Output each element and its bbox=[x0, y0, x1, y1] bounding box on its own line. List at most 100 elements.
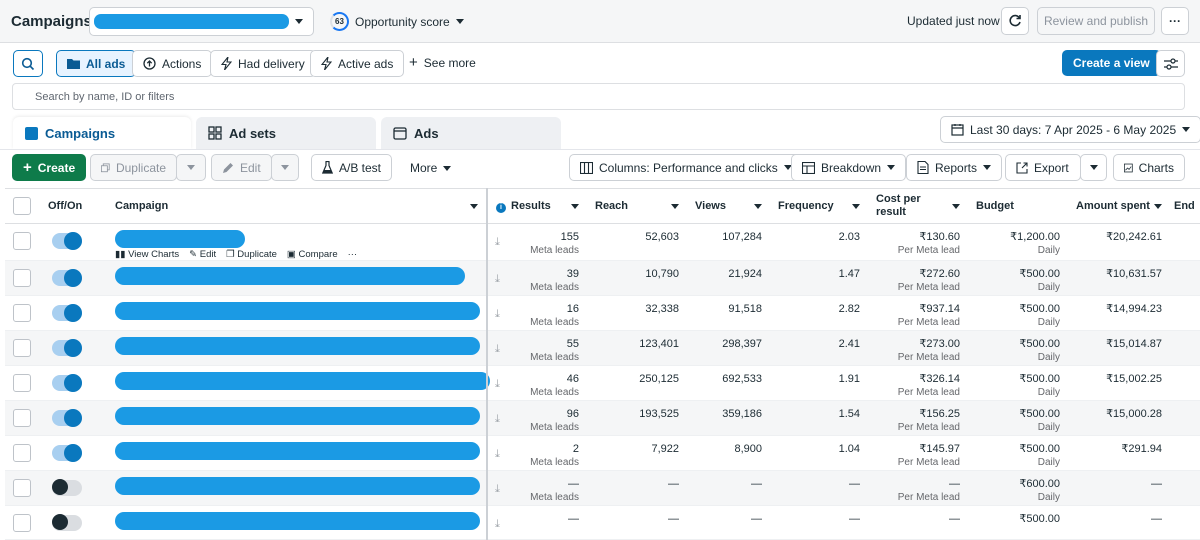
delivery-toggle[interactable] bbox=[52, 269, 82, 287]
col-views[interactable]: Views bbox=[687, 188, 770, 224]
export-dropdown[interactable] bbox=[1080, 154, 1107, 181]
row-select-cell[interactable] bbox=[5, 223, 40, 261]
filter-had-delivery[interactable]: Had delivery bbox=[210, 50, 316, 77]
more-options-button[interactable]: ··· bbox=[1161, 7, 1189, 35]
row-compare-link[interactable]: ▣ Compare bbox=[286, 249, 338, 260]
delivery-toggle[interactable] bbox=[52, 444, 82, 462]
row-select-cell[interactable] bbox=[5, 470, 40, 506]
create-view-button[interactable]: Create a view bbox=[1062, 50, 1161, 76]
row-select-cell[interactable] bbox=[5, 400, 40, 436]
row-checkbox[interactable] bbox=[13, 409, 31, 427]
campaign-cell[interactable]: ▮▮ View Charts ✎ Edit ❐ Duplicate ▣ Comp… bbox=[107, 223, 488, 261]
row-checkbox[interactable] bbox=[13, 374, 31, 392]
row-select-cell[interactable] bbox=[5, 505, 40, 540]
ab-test-button[interactable]: A/B test bbox=[311, 154, 393, 181]
table-row[interactable]: ▮▮ View Charts ✎ Edit ❐ Duplicate ▣ Comp… bbox=[5, 223, 1200, 261]
row-checkbox[interactable] bbox=[13, 514, 31, 532]
row-checkbox[interactable] bbox=[13, 304, 31, 322]
campaign-cell[interactable] bbox=[107, 330, 488, 366]
col-budget[interactable]: Budget bbox=[968, 188, 1068, 224]
col-reach[interactable]: Reach bbox=[587, 188, 687, 224]
filter-all-ads[interactable]: All ads bbox=[56, 50, 137, 77]
filter-actions[interactable]: Actions bbox=[132, 50, 213, 77]
account-selector[interactable] bbox=[89, 7, 314, 36]
edit-dropdown[interactable] bbox=[271, 154, 299, 181]
row-checkbox[interactable] bbox=[13, 232, 31, 250]
row-select-cell[interactable] bbox=[5, 365, 40, 401]
row-select-cell[interactable] bbox=[5, 330, 40, 366]
delivery-toggle[interactable] bbox=[52, 304, 82, 322]
reports-button[interactable]: Reports bbox=[906, 154, 1003, 181]
more-menu[interactable]: More bbox=[410, 161, 452, 175]
delivery-toggle[interactable] bbox=[52, 479, 82, 496]
search-input[interactable]: Search by name, ID or filters bbox=[12, 83, 1185, 110]
row-select-cell[interactable] bbox=[5, 295, 40, 331]
col-frequency[interactable]: Frequency bbox=[770, 188, 868, 224]
row-toggle-cell[interactable] bbox=[40, 223, 107, 261]
view-settings-button[interactable] bbox=[1156, 50, 1185, 77]
campaign-cell[interactable] bbox=[107, 505, 488, 540]
row-select-cell[interactable] bbox=[5, 260, 40, 296]
campaign-cell[interactable] bbox=[107, 435, 488, 471]
edit-button[interactable]: Edit bbox=[211, 154, 272, 181]
col-results[interactable]: i Results bbox=[487, 188, 587, 224]
view-charts-link[interactable]: ▮▮ View Charts bbox=[115, 249, 180, 260]
col-campaign[interactable]: Campaign bbox=[107, 188, 488, 224]
row-select-cell[interactable] bbox=[5, 435, 40, 471]
col-cost[interactable]: Cost per result bbox=[868, 188, 968, 224]
tab-ads[interactable]: Ads bbox=[381, 117, 561, 149]
select-all-cell[interactable] bbox=[5, 188, 40, 224]
opportunity-score[interactable]: 63 Opportunity score bbox=[330, 12, 464, 31]
search-toggle-button[interactable] bbox=[13, 50, 43, 77]
tab-ad-sets[interactable]: Ad sets bbox=[196, 117, 376, 149]
tab-campaigns[interactable]: Campaigns bbox=[13, 117, 191, 149]
export-button[interactable]: Export bbox=[1005, 154, 1081, 181]
campaign-cell[interactable] bbox=[107, 470, 488, 506]
row-edit-link[interactable]: ✎ Edit bbox=[189, 249, 217, 260]
columns-button[interactable]: Columns: Performance and clicks bbox=[569, 154, 803, 181]
row-toggle-cell[interactable] bbox=[40, 260, 107, 296]
duplicate-dropdown[interactable] bbox=[176, 154, 206, 181]
row-toggle-cell[interactable] bbox=[40, 505, 107, 540]
row-toggle-cell[interactable] bbox=[40, 435, 107, 471]
select-all-checkbox[interactable] bbox=[13, 197, 31, 215]
table-row[interactable]: ⤓ 96 Meta leads 193,525 359,186 1.54 ₹156.25 Pe… bbox=[5, 400, 1200, 436]
filter-active-ads[interactable]: Active ads bbox=[310, 50, 405, 77]
table-row[interactable]: ⤓ — — — — — ₹500.00— bbox=[5, 505, 1200, 540]
row-checkbox[interactable] bbox=[13, 339, 31, 357]
table-row[interactable]: ⤓ 2 Meta leads 7,922 8,900 1.04 ₹145.97 Per Met… bbox=[5, 435, 1200, 471]
row-checkbox[interactable] bbox=[13, 444, 31, 462]
delivery-toggle[interactable] bbox=[52, 339, 82, 357]
col-ends[interactable]: End bbox=[1170, 188, 1200, 224]
create-button[interactable]: + Create bbox=[12, 154, 87, 181]
campaign-cell[interactable] bbox=[107, 400, 488, 436]
filter-see-more[interactable]: + See more bbox=[409, 55, 476, 70]
table-row[interactable]: ⤓ 55 Meta leads 123,401 298,397 2.41 ₹273.00 Pe… bbox=[5, 330, 1200, 366]
table-row[interactable]: ⤓ 16 Meta leads 32,338 91,518 2.82 ₹937.14 Per … bbox=[5, 295, 1200, 331]
campaign-cell[interactable] bbox=[107, 295, 488, 331]
row-duplicate-link[interactable]: ❐ Duplicate bbox=[226, 249, 277, 260]
row-toggle-cell[interactable] bbox=[40, 365, 107, 401]
row-checkbox[interactable] bbox=[13, 269, 31, 287]
row-toggle-cell[interactable] bbox=[40, 295, 107, 331]
refresh-button[interactable] bbox=[1001, 7, 1029, 35]
breakdown-button[interactable]: Breakdown bbox=[791, 154, 907, 181]
table-row[interactable]: ⤓ — Meta leads — — — — Per Meta lead ₹600.00 Dail… bbox=[5, 470, 1200, 506]
row-toggle-cell[interactable] bbox=[40, 470, 107, 506]
delivery-toggle[interactable] bbox=[52, 514, 82, 531]
delivery-toggle[interactable] bbox=[52, 374, 82, 392]
row-checkbox[interactable] bbox=[13, 479, 31, 497]
row-toggle-cell[interactable] bbox=[40, 400, 107, 436]
delivery-toggle[interactable] bbox=[52, 409, 82, 427]
delivery-toggle[interactable] bbox=[52, 232, 82, 250]
campaign-cell[interactable] bbox=[107, 260, 488, 296]
campaign-cell[interactable] bbox=[107, 365, 490, 401]
table-row[interactable]: ⤓ 46 Meta leads 250,125 692,533 1.91 ₹326.14 Pe… bbox=[5, 365, 1200, 401]
table-row[interactable]: ⤓ 39 Meta leads 10,790 21,924 1.47 ₹272.60 Per … bbox=[5, 260, 1200, 296]
charts-button[interactable]: Charts bbox=[1113, 154, 1185, 181]
row-toggle-cell[interactable] bbox=[40, 330, 107, 366]
duplicate-button[interactable]: Duplicate bbox=[90, 154, 177, 181]
row-more-link[interactable]: ··· bbox=[347, 249, 358, 260]
col-amount[interactable]: Amount spent bbox=[1068, 188, 1170, 224]
review-publish-button[interactable]: Review and publish bbox=[1037, 7, 1155, 35]
